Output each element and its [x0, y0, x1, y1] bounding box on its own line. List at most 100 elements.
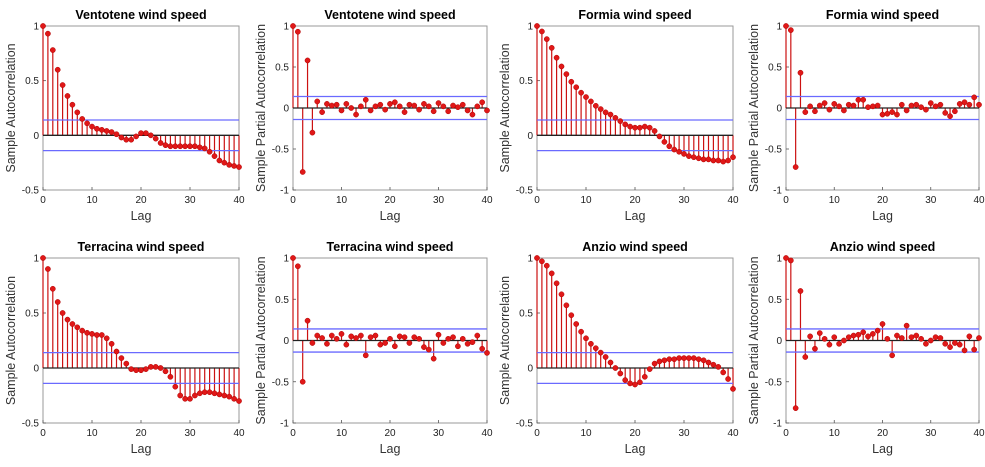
data-point — [695, 356, 702, 363]
x-tick-label: 40 — [727, 428, 739, 439]
data-point — [715, 364, 722, 370]
data-point — [343, 101, 350, 107]
x-tick-label: 20 — [384, 195, 396, 206]
y-axis-label: Sample Partial Autocorrelation — [254, 24, 268, 192]
data-point — [661, 357, 668, 364]
data-point — [792, 405, 799, 411]
data-point — [870, 103, 876, 110]
data-point — [147, 132, 154, 139]
x-axis-label: Lag — [625, 209, 646, 223]
data-point — [49, 285, 56, 292]
x-tick-label: 20 — [877, 195, 889, 206]
x-tick-label: 40 — [481, 428, 493, 439]
y-tick-label: 0.5 — [519, 76, 533, 87]
plot-frame — [536, 257, 734, 424]
data-point — [196, 390, 203, 397]
y-tick-label: -0.5 — [765, 145, 783, 156]
data-point — [469, 339, 476, 345]
data-point — [98, 332, 105, 338]
x-tick-label: 40 — [973, 195, 985, 206]
data-point — [367, 334, 374, 341]
data-point — [797, 288, 804, 294]
data-point — [894, 111, 900, 118]
data-point — [98, 127, 105, 133]
data-point — [464, 340, 471, 347]
data-point — [333, 101, 340, 108]
x-tick-label: 40 — [727, 195, 739, 206]
y-tick-label: 1 — [776, 254, 782, 265]
data-point — [898, 335, 905, 341]
y-axis-label: Sample Autocorrelation — [4, 276, 18, 405]
data-point — [221, 392, 228, 399]
data-point — [942, 110, 949, 116]
y-tick-label: -1 — [280, 419, 289, 430]
data-point — [841, 107, 847, 114]
data-point — [59, 310, 66, 316]
x-axis-label: Lag — [872, 209, 893, 223]
data-point — [937, 101, 944, 108]
data-point — [479, 99, 485, 106]
x-tick-label: 0 — [290, 428, 296, 439]
x-tick-label: 30 — [925, 428, 937, 439]
data-point — [850, 102, 857, 109]
x-tick-label: 0 — [783, 428, 789, 439]
x-tick-label: 10 — [829, 195, 841, 206]
data-point — [89, 123, 95, 130]
data-point — [845, 101, 852, 108]
data-point — [720, 158, 727, 165]
data-point — [421, 344, 427, 350]
data-point — [177, 143, 184, 150]
data-point — [927, 337, 934, 344]
data-point — [865, 104, 871, 111]
y-tick-label: 0.5 — [25, 76, 39, 87]
data-point — [568, 312, 575, 319]
data-point — [172, 383, 179, 390]
data-point — [455, 104, 461, 111]
chart-panel-6: Terracina wind speed 0 10 20 30 40 -1 -0.5 0 0.5 1… — [254, 240, 493, 456]
y-axis-label: Sample Partial Autocorrelation — [747, 256, 761, 424]
data-point — [821, 336, 828, 342]
data-point — [445, 336, 452, 342]
data-point — [421, 101, 427, 107]
data-point — [182, 143, 188, 150]
data-point — [637, 124, 643, 131]
data-point — [45, 266, 51, 272]
y-tick-label: -0.5 — [22, 186, 40, 197]
data-point — [937, 335, 944, 341]
x-tick-label: 30 — [433, 428, 445, 439]
chart-title: Terracina wind speed — [78, 240, 205, 254]
x-tick-label: 30 — [925, 195, 937, 206]
data-point — [889, 352, 896, 359]
x-tick-label: 40 — [973, 428, 985, 439]
data-point — [588, 98, 594, 105]
data-point — [686, 153, 692, 159]
data-point — [961, 347, 968, 354]
plot-frame — [42, 257, 240, 424]
data-point — [147, 364, 154, 370]
data-point — [324, 101, 330, 107]
data-point — [622, 377, 629, 383]
data-point — [348, 333, 355, 340]
data-point — [392, 99, 398, 106]
data-point — [382, 106, 388, 113]
x-tick-label: 30 — [678, 195, 690, 206]
data-point — [850, 332, 857, 339]
data-point — [103, 128, 110, 134]
data-point — [807, 333, 813, 340]
data-point — [651, 360, 658, 367]
data-point — [918, 336, 924, 342]
data-point — [474, 103, 481, 110]
x-tick-label: 10 — [86, 428, 98, 439]
data-point — [206, 148, 213, 155]
data-point — [942, 340, 949, 347]
data-point — [870, 331, 876, 337]
data-point — [455, 343, 461, 350]
data-point — [353, 335, 359, 341]
data-point — [632, 381, 638, 388]
data-point — [841, 337, 847, 344]
x-axis-label: Lag — [380, 209, 401, 223]
data-point — [812, 345, 818, 352]
data-point — [196, 144, 203, 151]
data-point — [651, 128, 658, 134]
x-tick-label: 20 — [384, 428, 396, 439]
